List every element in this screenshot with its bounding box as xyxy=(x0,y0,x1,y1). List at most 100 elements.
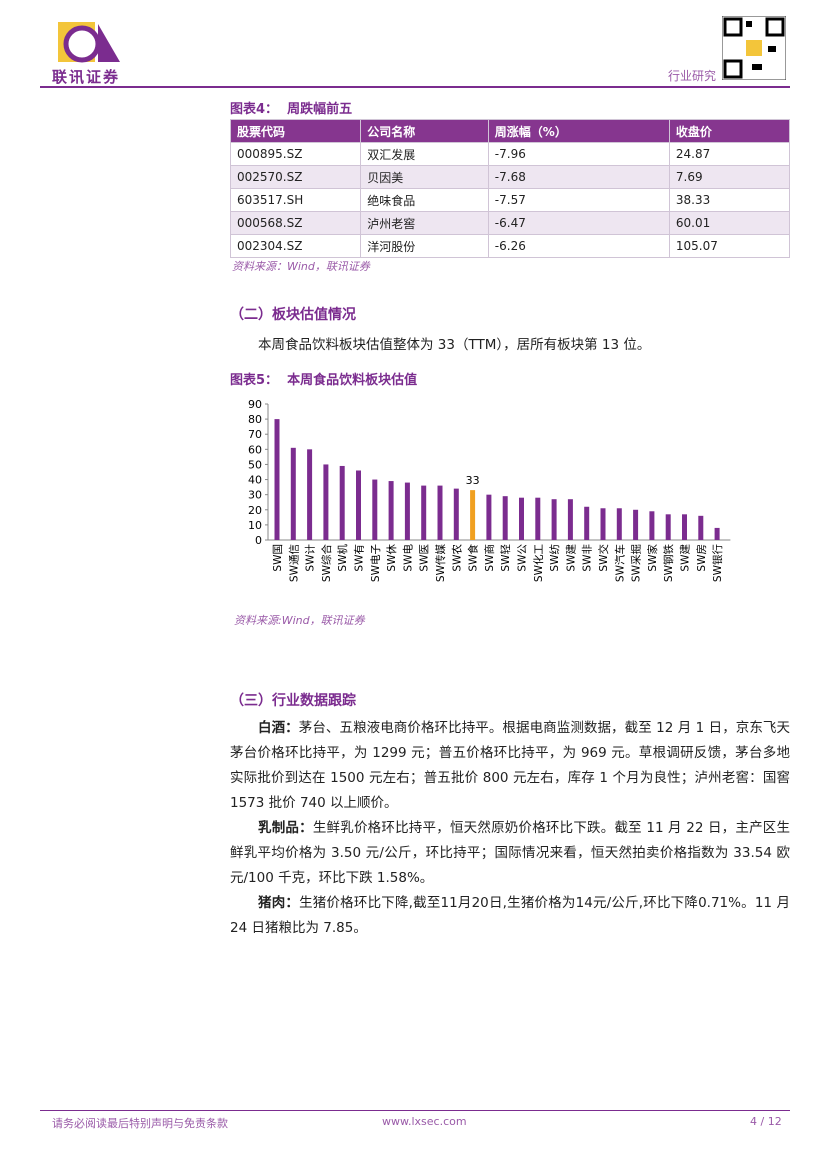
lead: 猪肉： xyxy=(258,895,300,911)
bar xyxy=(470,490,476,540)
y-tick-label: 40 xyxy=(248,474,262,487)
bar xyxy=(486,494,492,540)
y-tick-label: 60 xyxy=(248,443,262,456)
brand: 联讯证券 xyxy=(52,68,121,86)
cell: -6.47 xyxy=(487,211,670,235)
x-tick-label: SW食 xyxy=(467,544,480,572)
column-header: 收盘价 xyxy=(668,119,791,143)
caption-label: 图表5： xyxy=(230,373,279,388)
cell: -7.68 xyxy=(487,165,670,189)
bar xyxy=(698,515,704,540)
bar xyxy=(616,508,622,540)
caption-text: 本周食品饮料板块估值 xyxy=(287,373,418,388)
row: 002570.SZ 贝因美 -7.68 7.69 xyxy=(229,165,791,189)
cell: 泸州老窖 xyxy=(360,211,489,235)
bar xyxy=(453,488,459,540)
bar xyxy=(551,499,557,540)
source: 资料来源:Wind，联讯证券 xyxy=(234,614,365,627)
y-tick-label: 80 xyxy=(248,413,262,426)
bar xyxy=(388,481,394,540)
cell: 贝因美 xyxy=(360,165,489,189)
lead: 白酒： xyxy=(258,720,299,736)
paragraph: 本周食品饮料板块估值整体为 33（TTM），居所有板块第 13 位。 xyxy=(258,337,651,353)
bar xyxy=(372,479,378,540)
x-tick-label: SW采掘 xyxy=(630,544,643,582)
bar xyxy=(714,527,720,540)
x-tick-label: SW非 xyxy=(582,544,594,572)
row: 603517.SH 绝味食品 -7.57 38.33 xyxy=(229,188,791,212)
bar xyxy=(356,470,361,540)
cell: -7.96 xyxy=(487,142,670,166)
x-tick-label: SW房 xyxy=(695,544,708,572)
y-tick-label: 90 xyxy=(248,398,262,411)
x-tick-label: SW通信 xyxy=(288,544,300,582)
qr-center xyxy=(746,40,762,56)
section-heading: （二）板块估值情况 xyxy=(230,307,356,323)
y-tick-label: 20 xyxy=(248,504,262,517)
x-tick-label: SW钢铁 xyxy=(662,544,675,583)
bar xyxy=(404,482,410,540)
qr-dot xyxy=(752,64,762,70)
fig5-caption: 图表5： 本周食品饮料板块估值 xyxy=(230,369,417,388)
cell: 002304.SZ xyxy=(229,234,362,258)
bar xyxy=(633,509,639,540)
x-tick-label: SW农 xyxy=(450,544,463,572)
bar xyxy=(307,449,313,540)
category: 行业研究 xyxy=(668,69,717,83)
x-tick-label: SW计 xyxy=(304,544,317,572)
x-tick-label: SW建 xyxy=(679,544,692,572)
bar xyxy=(290,447,296,540)
text: 生鲜乳价格环比持平，恒天然原奶价格环比下跌。截至 11 月 22 日，主产区生鲜… xyxy=(230,820,790,886)
section-heading: （三）行业数据跟踪 xyxy=(230,693,356,709)
source: 资料来源：Wind，联讯证券 xyxy=(232,260,370,273)
data-label: 33 xyxy=(466,474,480,487)
header-row: 股票代码 公司名称 周涨幅（%） 收盘价 xyxy=(229,119,791,143)
fig4-caption: 图表4： 周跌幅前五 xyxy=(230,98,352,117)
qr-dot xyxy=(746,21,752,27)
paragraph: 猪肉：生猪价格环比下降,截至11月20日,生猪价格为14元/公斤,环比下降0.7… xyxy=(230,891,790,941)
qr-finder xyxy=(723,17,743,37)
table: 股票代码 公司名称 周涨幅（%） 收盘价 000895.SZ 双汇发展 -7.96 24.87… xyxy=(229,119,791,258)
y-tick-label: 10 xyxy=(248,519,262,532)
cell: -6.26 xyxy=(487,234,670,258)
logo-wedge xyxy=(98,24,120,62)
x-tick-label: SW传媒 xyxy=(434,544,447,583)
bar xyxy=(682,514,687,540)
x-tick-label: SW有 xyxy=(353,544,366,572)
x-tick-label: SW银行 xyxy=(711,544,724,583)
y-tick-label: 70 xyxy=(248,428,262,441)
bar xyxy=(339,465,345,540)
disclaimer: 请务必阅读最后特别声明与免责条款 xyxy=(52,1117,228,1130)
x-tick-label: SW休 xyxy=(386,544,398,572)
column-header: 股票代码 xyxy=(229,119,362,143)
bar xyxy=(649,511,655,540)
website: www.lxsec.com xyxy=(382,1115,467,1128)
lead: 乳制品： xyxy=(258,820,313,836)
cell: 603517.SH xyxy=(229,188,362,212)
cell: -7.57 xyxy=(487,188,670,212)
row: 000895.SZ 双汇发展 -7.96 24.87 xyxy=(229,142,791,166)
y-tick-label: 30 xyxy=(248,489,262,502)
cell: 双汇发展 xyxy=(360,142,489,166)
cell: 绝味食品 xyxy=(360,188,489,212)
column-header: 周涨幅（%） xyxy=(487,119,670,143)
bar xyxy=(502,496,508,540)
y-tick-label: 50 xyxy=(248,458,262,471)
caption-text: 周跌幅前五 xyxy=(287,102,353,117)
paragraph: 白酒：茅台、五粮液电商价格环比持平。根据电商监测数据，截至 12 月 1 日，京… xyxy=(230,716,790,816)
cell: 000895.SZ xyxy=(229,142,362,166)
qr-dot xyxy=(768,46,776,52)
x-tick-label: SW公 xyxy=(517,544,529,572)
row: 002304.SZ 洋河股份 -6.26 105.07 xyxy=(229,234,791,258)
x-tick-label: SW家 xyxy=(646,544,659,572)
y-tick-label: 0 xyxy=(255,534,262,547)
x-tick-label: SW电 xyxy=(401,544,414,572)
bar xyxy=(665,514,671,540)
bar xyxy=(535,497,541,540)
bar xyxy=(519,497,524,540)
cell: 60.01 xyxy=(668,211,791,235)
caption-label: 图表4： xyxy=(230,102,279,117)
bar xyxy=(584,506,590,540)
qr-finder xyxy=(723,59,743,79)
